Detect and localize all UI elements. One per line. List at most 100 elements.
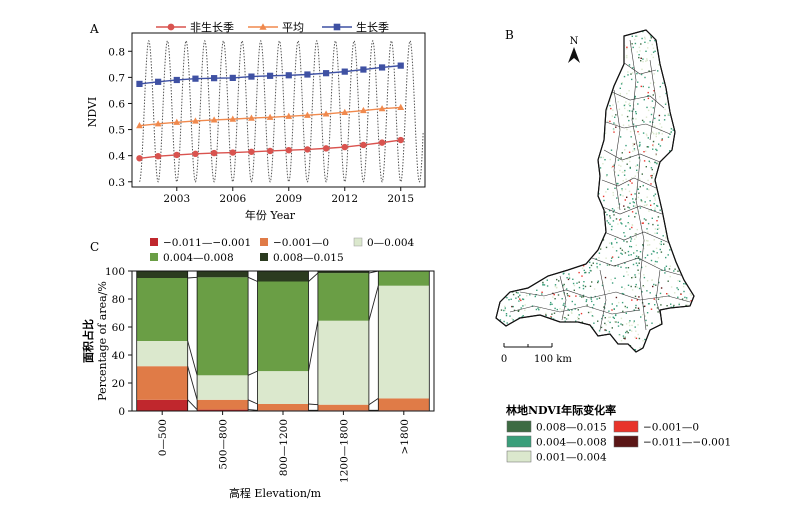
ndvi-pixel — [603, 39, 605, 41]
ndvi-pixel — [509, 127, 511, 129]
ndvi-pixel — [611, 115, 614, 117]
ndvi-pixel — [599, 134, 602, 136]
ndvi-pixel — [518, 329, 521, 332]
ndvi-pixel — [604, 322, 606, 325]
ndvi-pixel — [677, 280, 679, 282]
series-2-point-10 — [322, 70, 330, 77]
ndvi-pixel — [628, 158, 630, 160]
ndvi-pixel — [680, 172, 683, 174]
ndvi-pixel — [554, 307, 556, 310]
ndvi-pixel — [534, 89, 537, 91]
ndvi-pixel — [608, 310, 610, 312]
ndvi-pixel — [612, 191, 614, 194]
ndvi-pixel — [496, 119, 497, 121]
ndvi-pixel — [510, 200, 512, 203]
ndvi-pixel — [591, 315, 594, 317]
ndvi-pixel — [580, 116, 583, 118]
ndvi-pixel — [682, 221, 684, 224]
ndvi-pixel — [680, 200, 682, 202]
ndvi-pixel — [545, 249, 548, 251]
ndvi-pixel — [538, 216, 540, 218]
ndvi-pixel — [559, 44, 561, 47]
ndvi-pixel — [637, 188, 639, 190]
ndvi-pixel — [675, 220, 677, 223]
ndvi-pixel — [633, 149, 636, 152]
ndvi-pixel — [622, 195, 624, 197]
ndvi-pixel — [648, 70, 650, 72]
ndvi-pixel — [512, 198, 514, 201]
ndvi-pixel — [512, 99, 514, 102]
ndvi-pixel — [584, 272, 586, 274]
ndvi-pixel — [560, 130, 562, 132]
ndvi-pixel — [650, 175, 652, 177]
ndvi-pixel — [537, 307, 539, 309]
ndvi-pixel — [623, 232, 625, 234]
ndvi-pixel — [610, 83, 612, 85]
ndvi-pixel — [693, 74, 694, 76]
ndvi-pixel — [690, 181, 692, 183]
ndvi-pixel — [641, 291, 643, 293]
ndvi-pixel — [689, 211, 691, 214]
ndvi-pixel — [526, 193, 529, 196]
ndvi-pixel — [636, 72, 638, 75]
ndvi-pixel — [669, 199, 671, 201]
ndvi-pixel — [632, 263, 635, 266]
ndvi-pixel — [640, 316, 642, 318]
ndvi-pixel — [690, 221, 692, 223]
ndvi-pixel — [692, 200, 694, 202]
ndvi-pixel — [620, 317, 623, 320]
ndvi-pixel — [646, 324, 648, 327]
ndvi-pixel — [583, 281, 585, 283]
ndvi-pixel — [526, 168, 528, 170]
ndvi-pixel — [548, 61, 550, 63]
ndvi-pixel — [635, 236, 637, 238]
ndvi-pixel — [593, 50, 596, 52]
ndvi-pixel — [597, 281, 599, 284]
ndvi-pixel — [663, 349, 665, 351]
ndvi-pixel — [569, 112, 572, 114]
ndvi-pixel — [667, 76, 669, 78]
ndvi-pixel — [606, 37, 609, 39]
ndvi-pixel — [694, 213, 695, 214]
ndvi-pixel — [649, 292, 651, 294]
ndvi-pixel — [535, 341, 537, 343]
ndvi-pixel — [523, 253, 525, 256]
ndvi-pixel — [511, 282, 514, 284]
ndvi-pixel — [530, 193, 533, 196]
ndvi-pixel — [661, 189, 663, 191]
ndvi-pixel — [496, 197, 497, 199]
ndvi-pixel — [564, 36, 567, 38]
ndvi-pixel — [571, 74, 573, 76]
ndvi-pixel — [496, 333, 498, 336]
ndvi-pixel — [511, 209, 513, 212]
ndvi-pixel — [645, 204, 647, 206]
ndvi-pixel — [519, 140, 521, 142]
ndvi-pixel — [655, 135, 657, 138]
ndvi-pixel — [623, 45, 626, 47]
panel-a-series — [136, 62, 405, 162]
ndvi-pixel — [557, 153, 559, 156]
ndvi-pixel — [501, 282, 504, 284]
ndvi-pixel — [602, 239, 605, 241]
ndvi-pixel — [605, 257, 607, 259]
ndvi-pixel — [684, 81, 686, 83]
ndvi-pixel — [502, 38, 504, 41]
ndvi-pixel — [605, 53, 607, 56]
ndvi-pixel — [502, 178, 505, 180]
ndvi-pixel — [524, 309, 526, 311]
ndvi-pixel — [685, 31, 687, 34]
ndvi-pixel — [653, 351, 655, 352]
ndvi-pixel — [681, 72, 683, 75]
ndvi-pixel — [600, 60, 602, 62]
series-2-point-13 — [378, 64, 386, 71]
ndvi-pixel — [506, 103, 509, 105]
ndvi-pixel — [582, 285, 585, 287]
ndvi-pixel — [671, 324, 673, 326]
c-legend-swatch-4 — [260, 253, 268, 261]
ndvi-pixel — [647, 109, 650, 112]
ndvi-pixel — [530, 113, 532, 116]
ndvi-pixel — [655, 154, 657, 156]
ndvi-pixel — [569, 187, 572, 189]
ndvi-pixel — [526, 268, 528, 271]
